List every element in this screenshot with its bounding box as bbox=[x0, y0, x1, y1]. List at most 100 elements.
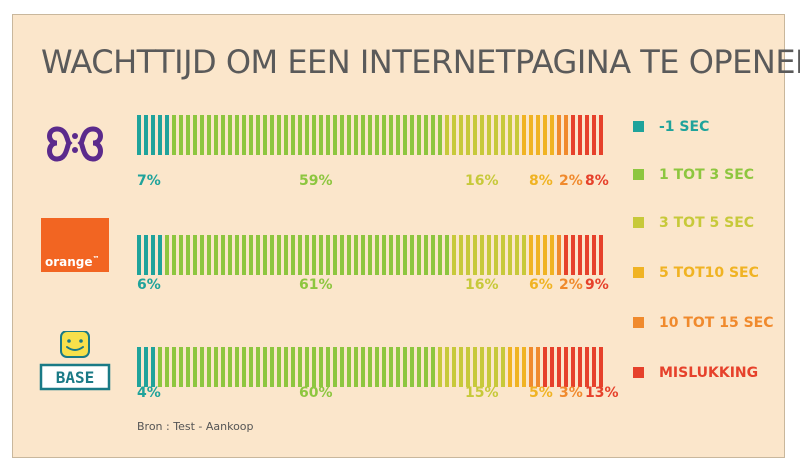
bar-stripe bbox=[228, 115, 232, 155]
bar-stripe bbox=[221, 235, 225, 275]
bar-stripe bbox=[564, 235, 568, 275]
orange-logo: orange™ bbox=[41, 218, 109, 272]
bar-stripe bbox=[319, 347, 323, 387]
bar-stripe bbox=[284, 347, 288, 387]
pct-label: 15% bbox=[465, 385, 499, 401]
pct-label: 3% bbox=[559, 385, 583, 401]
bar-stripe bbox=[431, 115, 435, 155]
bar-stripe bbox=[571, 235, 575, 275]
bar-stripe bbox=[459, 235, 463, 275]
bar-stripe bbox=[277, 347, 281, 387]
pct-label: 60% bbox=[299, 385, 333, 401]
legend-label: -1 SEC bbox=[659, 119, 710, 135]
bar-stripe bbox=[172, 115, 176, 155]
bar-stripe bbox=[557, 235, 561, 275]
bar-stripe bbox=[291, 115, 295, 155]
bar-stripe bbox=[599, 347, 603, 387]
bar-stripe bbox=[438, 235, 442, 275]
bar-stripe bbox=[438, 347, 442, 387]
bar-stripe bbox=[235, 235, 239, 275]
bar-stripe bbox=[214, 347, 218, 387]
bar-stripe bbox=[284, 115, 288, 155]
bar-stripe bbox=[508, 235, 512, 275]
bar-stripe bbox=[242, 235, 246, 275]
bar-stripe bbox=[389, 235, 393, 275]
bar-stripe bbox=[158, 347, 162, 387]
bar-stripe bbox=[396, 235, 400, 275]
bar-stripe bbox=[361, 235, 365, 275]
bar-stripe bbox=[207, 115, 211, 155]
bar-stripe bbox=[340, 347, 344, 387]
bar-stripe bbox=[137, 347, 141, 387]
bar-stripe bbox=[536, 235, 540, 275]
bar-stripe bbox=[459, 347, 463, 387]
bar-stripe bbox=[298, 235, 302, 275]
bar-stripe bbox=[256, 347, 260, 387]
bar-stripe bbox=[501, 115, 505, 155]
bar-stripe bbox=[410, 347, 414, 387]
bar-stripe bbox=[235, 115, 239, 155]
bar-stripe bbox=[417, 347, 421, 387]
bar-stripe bbox=[382, 115, 386, 155]
bar-stripe bbox=[501, 347, 505, 387]
bar-stripe bbox=[326, 235, 330, 275]
bar-stripe bbox=[550, 235, 554, 275]
bar-stripe bbox=[592, 347, 596, 387]
bar-stripe bbox=[459, 115, 463, 155]
bar-stripe bbox=[165, 347, 169, 387]
bar-stripe bbox=[382, 235, 386, 275]
bar-stripe bbox=[585, 347, 589, 387]
bar-stripe bbox=[466, 115, 470, 155]
bar-stripe bbox=[452, 235, 456, 275]
legend-label: 10 TOT 15 SEC bbox=[659, 315, 774, 331]
bar-stripe bbox=[515, 115, 519, 155]
bars-area bbox=[137, 115, 603, 387]
bar-stripe bbox=[312, 115, 316, 155]
bar-stripe bbox=[277, 235, 281, 275]
bar-stripe bbox=[550, 347, 554, 387]
bar-stripe bbox=[305, 115, 309, 155]
bar-stripe bbox=[431, 347, 435, 387]
bar-stripe bbox=[137, 235, 141, 275]
bar-stripe bbox=[543, 115, 547, 155]
bar-stripe bbox=[473, 235, 477, 275]
bar-stripe bbox=[599, 235, 603, 275]
pct-label: 2% bbox=[559, 277, 583, 293]
bar-stripe bbox=[277, 115, 281, 155]
bar-stripe bbox=[207, 347, 211, 387]
bar-stripe bbox=[410, 235, 414, 275]
bar-stripe bbox=[480, 115, 484, 155]
bar-stripe bbox=[158, 115, 162, 155]
bar-stripe bbox=[151, 347, 155, 387]
bar-stripe bbox=[214, 115, 218, 155]
bar-stripe bbox=[305, 235, 309, 275]
legend-label: 5 TOT10 SEC bbox=[659, 265, 759, 281]
bar-stripe bbox=[221, 115, 225, 155]
bar-stripe bbox=[326, 347, 330, 387]
bar-stripe bbox=[179, 115, 183, 155]
bar-stripe bbox=[151, 115, 155, 155]
bar-stripe bbox=[256, 235, 260, 275]
pct-label: 16% bbox=[465, 173, 499, 189]
bar-proximus bbox=[137, 115, 603, 155]
bar-stripe bbox=[452, 115, 456, 155]
bar-stripe bbox=[564, 347, 568, 387]
bar-stripe bbox=[585, 235, 589, 275]
bar-stripe bbox=[410, 115, 414, 155]
legend-swatch bbox=[633, 121, 644, 132]
bar-stripe bbox=[494, 115, 498, 155]
bar-stripe bbox=[529, 115, 533, 155]
bar-stripe bbox=[368, 235, 372, 275]
chart-title: WACHTTIJD OM EEN INTERNETPAGINA TE OPENE… bbox=[41, 43, 800, 81]
bar-stripe bbox=[284, 235, 288, 275]
pct-label: 4% bbox=[137, 385, 161, 401]
bar-stripe bbox=[487, 347, 491, 387]
bar-stripe bbox=[403, 235, 407, 275]
bar-stripe bbox=[480, 235, 484, 275]
bar-stripe bbox=[242, 347, 246, 387]
pct-label: 8% bbox=[585, 173, 609, 189]
bar-stripe bbox=[368, 115, 372, 155]
bar-stripe bbox=[291, 347, 295, 387]
bar-stripe bbox=[151, 235, 155, 275]
bar-stripe bbox=[375, 115, 379, 155]
